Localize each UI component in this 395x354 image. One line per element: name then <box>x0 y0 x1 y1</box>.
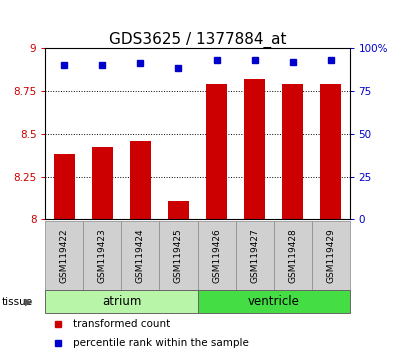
Text: GSM119422: GSM119422 <box>60 228 69 283</box>
Bar <box>206 84 227 219</box>
Bar <box>160 221 198 290</box>
Bar <box>130 141 151 219</box>
Bar <box>320 84 341 219</box>
Bar <box>54 154 75 219</box>
Bar <box>273 221 312 290</box>
Bar <box>244 79 265 219</box>
Text: GSM119423: GSM119423 <box>98 228 107 283</box>
Bar <box>45 221 83 290</box>
Text: GSM119426: GSM119426 <box>212 228 221 283</box>
Bar <box>198 221 235 290</box>
Bar <box>83 221 122 290</box>
Bar <box>282 84 303 219</box>
Bar <box>235 221 274 290</box>
Bar <box>198 290 350 313</box>
Text: ▶: ▶ <box>24 297 32 307</box>
Bar <box>312 221 350 290</box>
Text: GSM119427: GSM119427 <box>250 228 259 283</box>
Text: GSM119428: GSM119428 <box>288 228 297 283</box>
Text: GSM119424: GSM119424 <box>136 228 145 283</box>
Text: atrium: atrium <box>102 295 141 308</box>
Title: GDS3625 / 1377884_at: GDS3625 / 1377884_at <box>109 32 286 48</box>
Text: tissue: tissue <box>2 297 33 307</box>
Bar <box>92 147 113 219</box>
Text: percentile rank within the sample: percentile rank within the sample <box>73 338 249 348</box>
Text: transformed count: transformed count <box>73 319 170 329</box>
Bar <box>168 201 189 219</box>
Bar <box>45 290 198 313</box>
Text: ventricle: ventricle <box>248 295 299 308</box>
Bar <box>122 221 160 290</box>
Text: GSM119429: GSM119429 <box>326 228 335 283</box>
Text: GSM119425: GSM119425 <box>174 228 183 283</box>
